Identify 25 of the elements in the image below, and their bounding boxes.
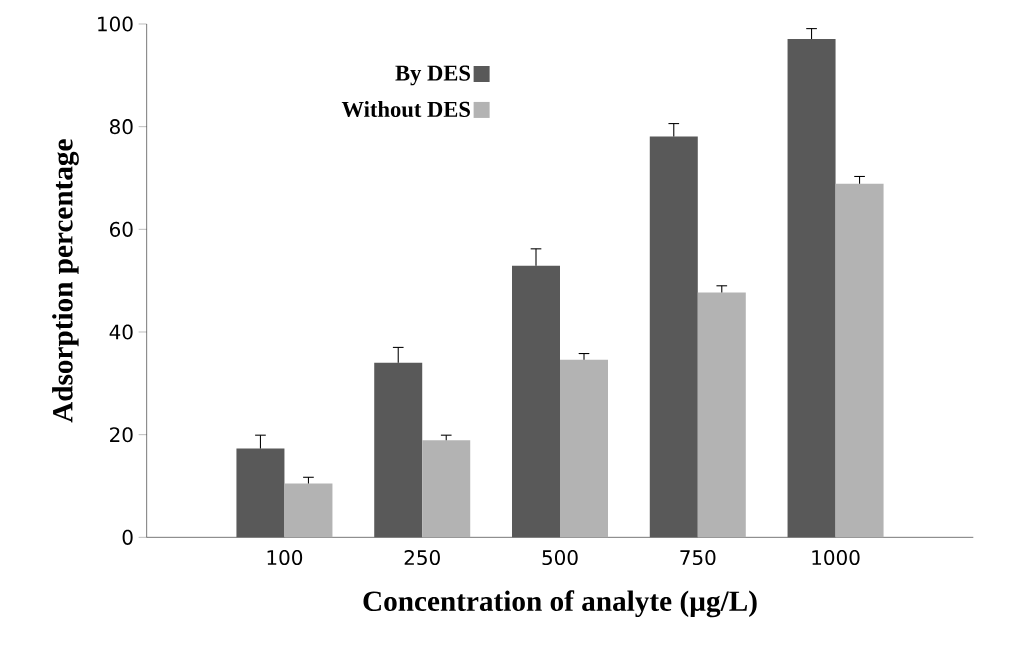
y-tick-label: 20	[110, 427, 133, 443]
x-tick-label: 1000	[812, 550, 860, 566]
y-tick-label: 100	[98, 16, 133, 32]
y-axis-title: Adsorption percentage	[52, 139, 79, 423]
bar	[560, 359, 609, 538]
y-tick-label: 60	[110, 221, 133, 237]
bar	[512, 265, 560, 538]
bar	[787, 38, 836, 538]
x-tick-label: 750	[680, 550, 716, 566]
x-axis-title: Concentration of analyte (µg/L)	[363, 590, 757, 618]
x-tick-label: 250	[404, 550, 440, 566]
bar	[649, 136, 698, 538]
legend-label: Without DES	[341, 101, 470, 118]
bar	[422, 440, 471, 538]
bar	[284, 483, 333, 538]
x-tick-label: 500	[542, 550, 578, 566]
bar	[236, 448, 285, 538]
legend-label: By DES	[395, 65, 470, 86]
bar	[697, 292, 746, 538]
y-tick-label: 80	[109, 119, 133, 135]
y-tick-label: 40	[109, 324, 133, 340]
x-tick-label: 100	[267, 550, 303, 566]
bar	[835, 183, 884, 538]
y-tick-label: 0	[122, 529, 133, 545]
bar	[374, 362, 423, 538]
